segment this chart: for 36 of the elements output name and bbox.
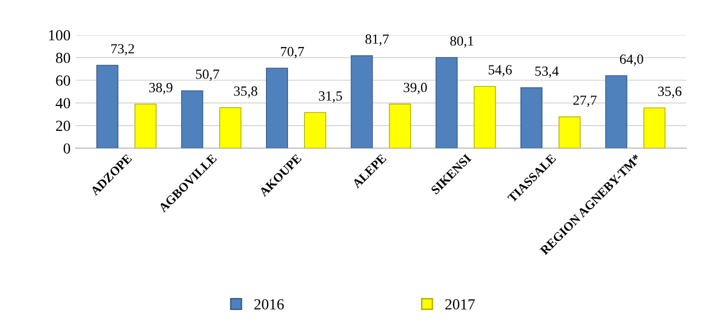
y-tick-label: 40	[56, 98, 70, 108]
data-label: 35,6	[658, 86, 682, 98]
bar	[605, 75, 628, 148]
bar	[96, 64, 118, 148]
y-tick-label: 80	[56, 52, 70, 64]
data-label: 80,1	[450, 36, 474, 48]
data-label: 70,7	[281, 46, 304, 58]
bar	[219, 107, 242, 148]
bar	[520, 87, 542, 148]
legend-label: 2016	[254, 299, 284, 310]
data-label: 35,8	[234, 86, 258, 98]
data-label: 64,0	[620, 54, 644, 66]
bar	[304, 112, 326, 148]
data-label: 54,6	[488, 65, 512, 76]
data-label: 38,9	[149, 82, 172, 94]
data-label: 31,5	[318, 91, 342, 103]
bar	[266, 68, 288, 148]
bar	[388, 104, 411, 148]
data-label: 73,2	[111, 44, 134, 56]
bar	[474, 86, 496, 148]
bar	[558, 116, 581, 148]
y-tick-label: 60	[56, 75, 70, 86]
bar	[643, 107, 666, 148]
data-label: 27,7	[573, 96, 597, 107]
y-tick-label: 20	[56, 120, 70, 131]
bar	[350, 55, 373, 148]
data-label: 81,7	[365, 34, 389, 46]
data-label: 53,4	[535, 66, 559, 78]
y-tick-label: 0	[64, 143, 70, 154]
bar	[181, 90, 204, 148]
bar	[436, 57, 458, 148]
y-tick-label: 100	[49, 30, 70, 40]
data-label: 39,0	[404, 82, 427, 94]
legend-label: 2017	[445, 299, 475, 310]
bar	[134, 104, 157, 148]
data-label: 50,7	[196, 70, 220, 81]
